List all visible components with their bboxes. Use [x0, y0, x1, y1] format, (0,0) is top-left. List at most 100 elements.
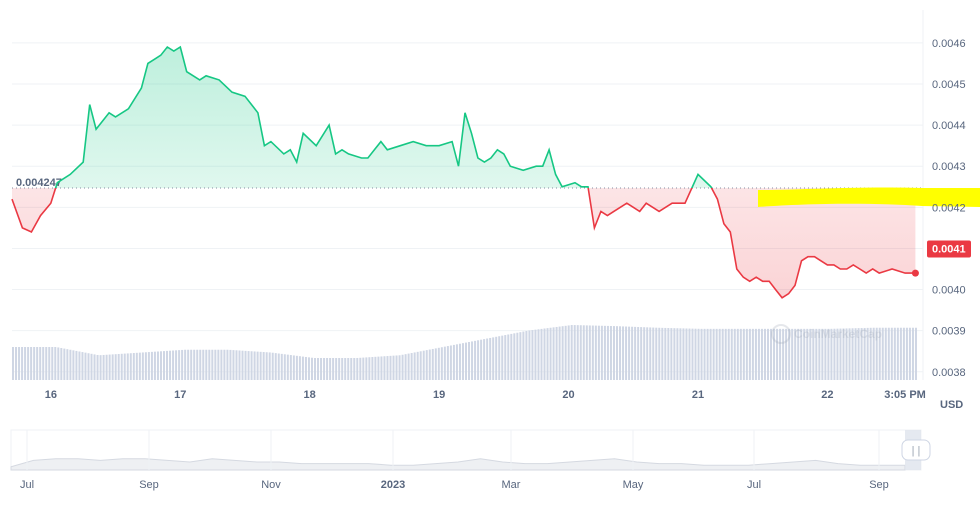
- volume-bar: [374, 356, 377, 380]
- volume-bar: [806, 328, 809, 380]
- volume-bar: [193, 349, 196, 380]
- volume-bar: [395, 355, 398, 380]
- volume-bar: [392, 355, 395, 380]
- volume-bar: [573, 325, 576, 380]
- volume-bar: [214, 349, 217, 380]
- volume-bar: [295, 355, 298, 380]
- volume-bar: [794, 328, 797, 380]
- volume-bar: [697, 328, 700, 380]
- volume-bar: [821, 328, 824, 380]
- volume-bar: [335, 358, 338, 380]
- volume-bar: [307, 357, 310, 380]
- volume-bar: [184, 349, 187, 380]
- volume-bar: [60, 348, 63, 380]
- volume-bar: [172, 350, 175, 380]
- volume-bar: [905, 327, 908, 380]
- volume-bar: [247, 351, 250, 380]
- volume-bar: [564, 325, 567, 380]
- volume-bar: [875, 327, 878, 380]
- volume-bar: [99, 355, 102, 380]
- volume-bar: [791, 328, 794, 380]
- navigator-tick-label: May: [623, 479, 644, 491]
- volume-bar: [48, 347, 51, 380]
- currency-label: USD: [940, 399, 963, 411]
- volume-bar: [839, 328, 842, 380]
- volume-bar: [87, 353, 90, 380]
- volume-bar: [878, 327, 881, 380]
- volume-bar: [211, 349, 214, 380]
- volume-bar: [908, 327, 911, 380]
- volume-bar: [323, 358, 326, 380]
- navigator-axis: Jul Sep Nov 2023 Mar May Jul Sep: [20, 430, 889, 491]
- volume-bar: [616, 326, 618, 380]
- volume-bar: [854, 328, 857, 380]
- volume-bar: [280, 353, 283, 380]
- volume-bar: [495, 336, 498, 380]
- volume-bar: [721, 328, 724, 380]
- volume-bar: [522, 331, 525, 380]
- volume-bar: [81, 352, 84, 380]
- volume-bar: [477, 340, 480, 380]
- volume-bar: [779, 328, 782, 380]
- volume-bar: [169, 350, 172, 380]
- navigator-handle[interactable]: [901, 439, 931, 461]
- volume-bar: [785, 328, 788, 380]
- volume-bar: [196, 349, 199, 380]
- volume-bar: [69, 349, 72, 380]
- volume-bar: [727, 328, 730, 380]
- volume-bar: [434, 348, 437, 380]
- volume-bar: [748, 328, 751, 380]
- volume-bar: [809, 328, 812, 380]
- navigator-tick-label: Nov: [261, 479, 281, 491]
- watermark-text: CoinMarketCap: [794, 327, 882, 341]
- volume-bar: [262, 352, 265, 380]
- volume-bar: [15, 347, 18, 380]
- volume-bar: [141, 352, 144, 380]
- volume-bar: [419, 351, 422, 380]
- volume-bar: [18, 347, 21, 380]
- volume-bar: [359, 357, 362, 380]
- volume-bar: [537, 329, 540, 380]
- volume-bar: [235, 350, 238, 380]
- volume-bar: [229, 349, 232, 380]
- volume-bar: [899, 327, 902, 380]
- volume-bar: [114, 354, 117, 380]
- volume-bar: [709, 328, 712, 380]
- volume-bar: [540, 328, 543, 380]
- x-tick-label: 17: [174, 389, 186, 401]
- y-tick-label: 0.0045: [932, 79, 966, 91]
- volume-bar: [455, 344, 458, 380]
- volume-bar: [688, 328, 691, 380]
- volume-bar: [606, 325, 609, 380]
- volume-bar: [347, 358, 350, 380]
- volume-bar: [661, 327, 664, 380]
- y-tick-label: 0.0042: [932, 202, 966, 214]
- volume-bar: [597, 325, 600, 380]
- volume-bar: [208, 349, 211, 380]
- volume-bar: [175, 350, 178, 380]
- volume-bar: [187, 349, 190, 380]
- highlight-marker: [758, 187, 980, 207]
- volume-bar: [561, 326, 564, 380]
- y-tick-label: 0.0044: [932, 120, 966, 132]
- volume-bar: [700, 328, 703, 380]
- volume-bar: [238, 350, 241, 380]
- volume-bar: [591, 325, 594, 380]
- volume-bar: [492, 337, 495, 380]
- volume-bar: [827, 328, 830, 380]
- volume-bar: [474, 340, 477, 380]
- volume-bar: [54, 347, 57, 380]
- navigator-tick-label: Sep: [869, 479, 889, 491]
- volume-bar: [694, 328, 697, 380]
- volume-bar: [851, 328, 854, 380]
- volume-bar: [480, 339, 483, 380]
- volume-bar: [443, 346, 446, 380]
- volume-bar: [57, 347, 60, 380]
- volume-bar: [546, 328, 549, 380]
- y-tick-label: 0.0043: [932, 161, 966, 173]
- volume-bar: [401, 354, 404, 380]
- volume-bar: [292, 355, 295, 380]
- volume-bar: [468, 342, 471, 380]
- time-navigator[interactable]: | |: [10, 429, 931, 471]
